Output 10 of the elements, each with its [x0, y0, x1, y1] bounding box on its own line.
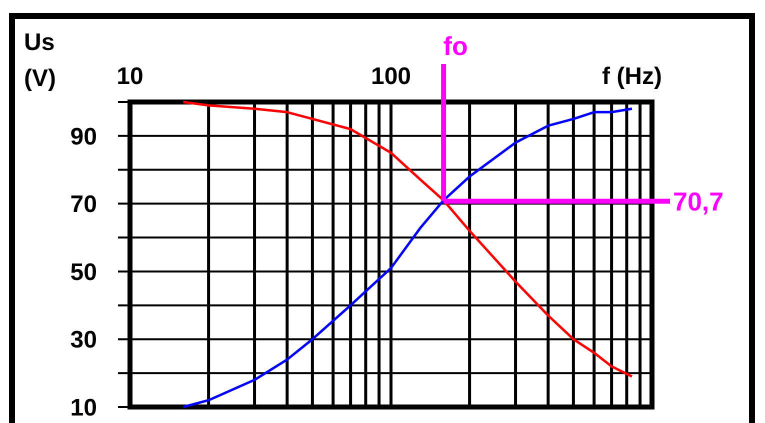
ref-line-label: fo — [443, 31, 468, 61]
y-tick-label: 50 — [70, 258, 97, 286]
y-tick-label: 30 — [70, 326, 97, 354]
x-axis-title: f (Hz) — [602, 63, 662, 90]
y-tick-label: 70 — [70, 191, 97, 218]
x-tick-label: 100 — [370, 63, 412, 90]
y-tick-label: 10 — [70, 394, 97, 422]
y-axis-title: Us (V) — [24, 29, 56, 92]
y-tick-label: 90 — [70, 123, 97, 150]
ref-line-label: 70,7 — [673, 186, 724, 216]
